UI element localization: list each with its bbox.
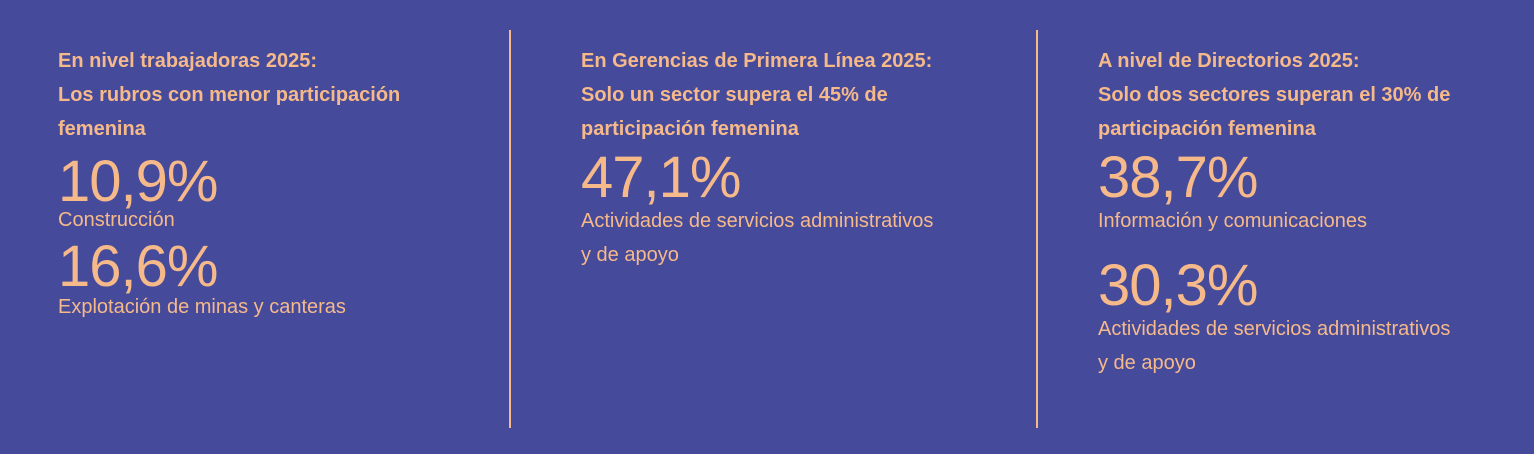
stat-item: 10,9% Construcción [58,152,400,237]
stat-item: 16,6% Explotación de minas y canteras [58,237,400,324]
heading-line: En nivel trabajadoras 2025: [58,50,318,72]
heading-line: Los rubros con menor participación [58,84,401,106]
stat-value: 16,6% [58,234,218,299]
panel-heading: En nivel trabajadoras 2025: Los rubros c… [58,44,400,146]
stat-item: 30,3% Actividades de servicios administr… [1098,256,1450,380]
stat-label: Explotación de minas y canteras [58,296,346,318]
panel-heading: En Gerencias de Primera Línea 2025: Solo… [581,44,933,146]
stat-item: 47,1% Actividades de servicios administr… [581,148,933,272]
panel-directorios: A nivel de Directorios 2025: Solo dos se… [1098,44,1450,380]
stat-value: 30,3% [1098,253,1258,318]
stat-label: Actividades de servicios administrativos [1098,318,1451,340]
panel-heading: A nivel de Directorios 2025: Solo dos se… [1098,44,1450,146]
panel-gerencias: En Gerencias de Primera Línea 2025: Solo… [581,44,933,272]
heading-line: Solo dos sectores superan el 30% de [1098,84,1451,106]
heading-line: participación femenina [1098,118,1316,140]
stat-label: y de apoyo [1098,352,1196,374]
heading-line: Solo un sector supera el 45% de [581,84,888,106]
panel-trabajadoras: En nivel trabajadoras 2025: Los rubros c… [58,44,400,324]
divider [1036,30,1038,428]
stat-label: Información y comunicaciones [1098,210,1368,232]
stat-value: 38,7% [1098,145,1258,210]
stat-label: Construcción [58,209,175,231]
heading-line: A nivel de Directorios 2025: [1098,50,1360,72]
heading-line: En Gerencias de Primera Línea 2025: [581,50,933,72]
heading-line: femenina [58,118,146,140]
divider [509,30,511,428]
heading-line: participación femenina [581,118,799,140]
stat-value: 47,1% [581,145,741,210]
stat-value: 10,9% [58,149,218,214]
stat-label: y de apoyo [581,244,679,266]
stat-item: 38,7% Información y comunicaciones [1098,148,1450,238]
stat-label: Actividades de servicios administrativos [581,210,934,232]
